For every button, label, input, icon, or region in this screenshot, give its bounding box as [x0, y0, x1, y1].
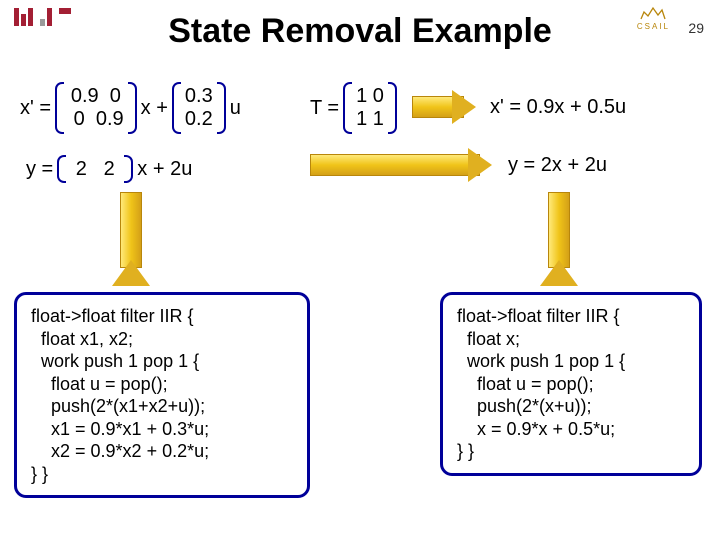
- matrix-B-r2: 0.2: [185, 108, 213, 131]
- matrix-T-r1: 1 0: [356, 85, 384, 108]
- matrix-B-r1: 0.3: [185, 85, 213, 108]
- matrix-B: 0.3 0.2: [172, 82, 226, 134]
- matrix-C-r1: 2 2: [70, 158, 120, 181]
- code-box-right: float->float filter IIR { float x; work …: [440, 292, 702, 476]
- matrix-C: 2 2: [57, 155, 133, 183]
- reduced-y-equation: y = 2x + 2u: [508, 154, 607, 177]
- matrix-A-r2: 0 0.9: [68, 108, 124, 131]
- arrow-T-to-x: [412, 96, 474, 118]
- equation-y: y = 2 2 x + 2u: [26, 155, 192, 183]
- matrix-T: 1 0 1 1: [343, 82, 397, 134]
- u-suffix: u: [230, 97, 241, 120]
- equation-T: T = 1 0 1 1: [310, 82, 401, 134]
- matrix-A: 0.9 0 0 0.9: [55, 82, 137, 134]
- xprime-lhs: x' =: [20, 97, 51, 120]
- page-title: State Removal Example: [0, 12, 720, 51]
- y-lhs: y =: [26, 158, 53, 181]
- reduced-x-equation: x' = 0.9x + 0.5u: [490, 96, 626, 119]
- x-plus: x +: [141, 97, 168, 120]
- arrow-y-to-reduced: [310, 154, 490, 176]
- y-tail: x + 2u: [137, 158, 192, 181]
- matrix-A-r1: 0.9 0: [68, 85, 124, 108]
- T-lhs: T =: [310, 97, 339, 120]
- arrow-right-code-up: [548, 192, 570, 282]
- matrix-T-r2: 1 1: [356, 108, 384, 131]
- code-box-left: float->float filter IIR { float x1, x2; …: [14, 292, 310, 498]
- arrow-left-code-up: [120, 192, 142, 282]
- equation-xprime: x' = 0.9 0 0 0.9 x + 0.3 0.2 u: [20, 82, 241, 134]
